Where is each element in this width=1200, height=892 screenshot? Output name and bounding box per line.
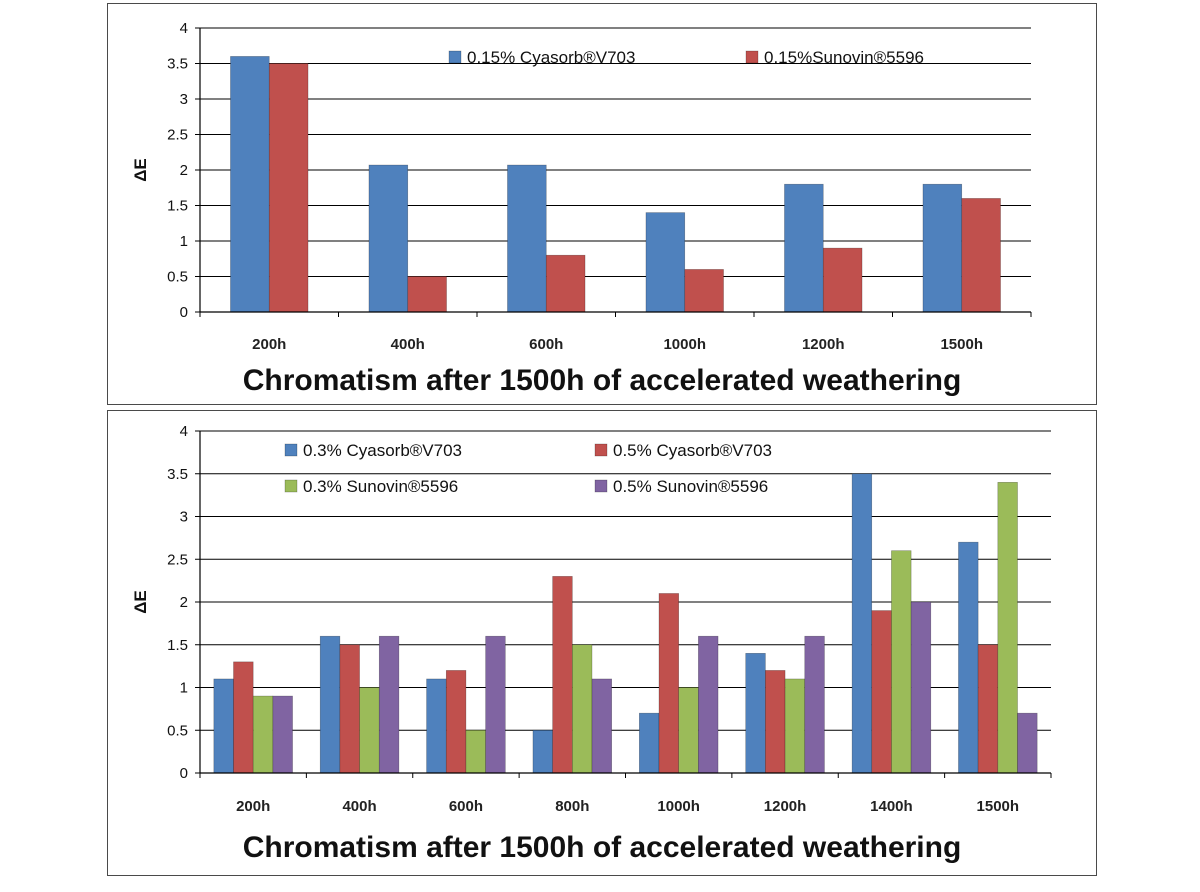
legend-swatch: [448, 50, 462, 64]
x-tick-label: 1200h: [802, 336, 845, 353]
y-axis-label: ΔE: [131, 158, 150, 182]
legend-label: 0.15% Cyasorb®V703: [467, 48, 635, 67]
bar: [745, 653, 766, 774]
y-tick-label: 2: [180, 162, 188, 179]
bar: [851, 473, 873, 774]
bar: [804, 635, 825, 774]
bar: [645, 212, 686, 313]
bar: [1017, 712, 1038, 774]
bar: [572, 644, 593, 774]
bar: [784, 678, 806, 774]
bar: [445, 670, 467, 774]
x-tick-label: 1400h: [870, 798, 913, 815]
bar: [961, 198, 1001, 313]
x-tick-label: 1000h: [663, 336, 706, 353]
bar: [684, 269, 724, 313]
bar: [426, 678, 447, 774]
bar: [639, 712, 660, 774]
bar: [910, 601, 932, 774]
bar: [822, 247, 863, 313]
bar: [678, 687, 699, 774]
y-tick-label: 4: [180, 423, 188, 440]
bar: [378, 635, 400, 774]
chart-title-top: Chromatism after 1500h of accelerated we…: [242, 364, 962, 397]
x-tick-label: 1200h: [764, 798, 807, 815]
legend-swatch: [284, 479, 298, 493]
bar: [532, 729, 553, 774]
y-tick-label: 0: [180, 765, 188, 782]
bar: [591, 678, 612, 774]
legend-label: 0.3% Sunovin®5596: [303, 477, 458, 496]
x-tick-label: 1500h: [940, 336, 983, 353]
y-tick-label: 0: [180, 304, 188, 321]
y-tick-label: 4: [180, 20, 188, 37]
bar: [485, 635, 506, 774]
y-tick-label: 2.5: [167, 551, 188, 568]
x-tick-label: 1500h: [977, 798, 1020, 815]
bar: [233, 661, 254, 774]
bar: [958, 541, 979, 774]
x-tick-label: 200h: [236, 798, 270, 815]
bar: [319, 635, 341, 774]
y-tick-label: 3: [180, 91, 188, 108]
y-tick-label: 1: [180, 233, 188, 250]
bar: [698, 635, 719, 774]
legend-swatch: [594, 443, 608, 457]
y-axis-label: ΔE: [131, 590, 150, 614]
y-tick-label: 2: [180, 594, 188, 611]
y-tick-label: 2.5: [167, 127, 188, 144]
chart-title-bottom: Chromatism after 1500h of accelerated we…: [242, 831, 962, 864]
bar: [213, 678, 234, 774]
y-tick-label: 3: [180, 509, 188, 526]
bar: [784, 183, 824, 313]
bar: [339, 644, 360, 774]
bar: [507, 164, 547, 313]
legend-label: 0.3% Cyasorb®V703: [303, 441, 462, 460]
y-tick-label: 3.5: [167, 56, 188, 73]
y-tick-label: 0.5: [167, 722, 188, 739]
y-tick-label: 3.5: [167, 466, 188, 483]
legend-swatch: [284, 443, 298, 457]
bar: [230, 56, 270, 313]
y-tick-label: 1.5: [167, 637, 188, 654]
bar: [765, 670, 786, 774]
x-tick-label: 200h: [252, 336, 286, 353]
bar: [552, 576, 573, 774]
bar: [252, 695, 274, 774]
y-tick-label: 1.5: [167, 198, 188, 215]
bar: [268, 63, 309, 313]
bar: [922, 183, 963, 313]
bar: [977, 644, 999, 774]
bar: [997, 482, 1018, 774]
bar: [368, 164, 409, 313]
x-tick-label: 600h: [449, 798, 483, 815]
bar: [407, 276, 447, 313]
bar: [891, 550, 912, 774]
x-tick-label: 1000h: [657, 798, 700, 815]
bar-chart-bottom: 0 0.5 1 1.5 2 2.5 3 3.5 4 200h 400h 600h 800h 1000h 12…: [131, 423, 1052, 815]
x-tick-label: 600h: [529, 336, 563, 353]
bar: [658, 593, 679, 774]
legend-label: 0.5% Cyasorb®V703: [613, 441, 772, 460]
bar: [272, 695, 293, 774]
y-tick-label: 1: [180, 680, 188, 697]
legend-label: 0.15%Sunovin®5596: [764, 48, 924, 67]
x-tick-label: 800h: [555, 798, 589, 815]
bar: [871, 610, 892, 774]
legend-swatch: [745, 50, 759, 64]
y-tick-label: 0.5: [167, 269, 188, 286]
bar: [545, 254, 586, 313]
legend-swatch: [594, 479, 608, 493]
bar: [465, 729, 486, 774]
bar: [359, 687, 380, 774]
chart-panel-bottom: 0 0.5 1 1.5 2 2.5 3 3.5 4 200h 400h 600h 800h 1000h 12…: [107, 410, 1097, 876]
legend-label: 0.5% Sunovin®5596: [613, 477, 768, 496]
chart-panel-top: 0 0.5 1 1.5 2 2.5 3 3.5 4 200h 400h 600h 1000h 1200h 1…: [107, 3, 1097, 405]
bar-chart-top: 0 0.5 1 1.5 2 2.5 3 3.5 4 200h 400h 600h 1000h 1200h 1…: [131, 20, 1032, 353]
x-tick-label: 400h: [342, 798, 376, 815]
x-tick-label: 400h: [391, 336, 425, 353]
